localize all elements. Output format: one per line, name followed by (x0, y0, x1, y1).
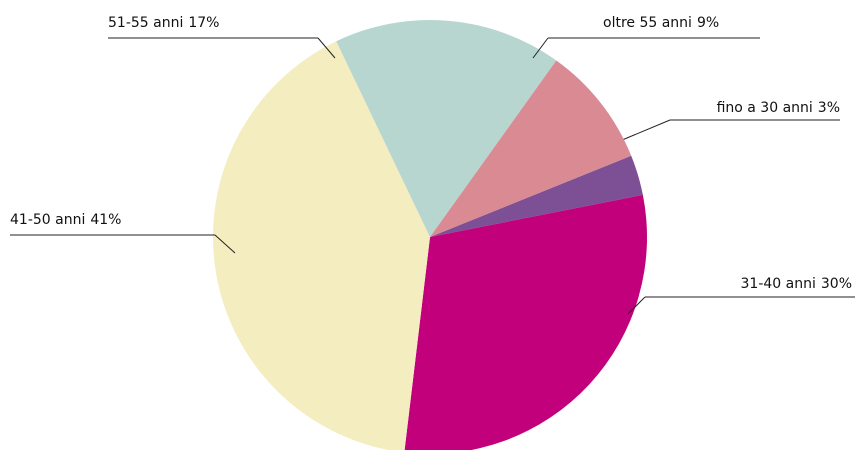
slice-label: 51-55 anni 17% (108, 15, 219, 31)
leader-line (627, 296, 646, 315)
slice-value: 17% (188, 15, 219, 31)
slice-value: 41% (90, 212, 121, 228)
leader-line (614, 119, 671, 144)
slice-value: 30% (821, 276, 852, 292)
slice-name: 51-55 anni (108, 15, 183, 31)
slice-name: fino a 30 anni (717, 100, 813, 116)
leader-line (317, 37, 336, 59)
slice-label: 31-40 anni 30% (741, 276, 852, 292)
slice-name: oltre 55 anni (603, 15, 692, 31)
leader-line (532, 37, 549, 59)
pie-slice (404, 194, 647, 450)
pie-slice (336, 20, 557, 237)
pie-slice (213, 41, 430, 450)
slice-label: 41-50 anni 41% (10, 212, 121, 228)
slice-name: 41-50 anni (10, 212, 85, 228)
slice-label: fino a 30 anni 3% (717, 100, 840, 116)
slice-value: 3% (818, 100, 840, 116)
leader-line (214, 234, 236, 254)
slice-value: 9% (697, 15, 719, 31)
pie-slice (430, 155, 643, 237)
slice-label: oltre 55 anni 9% (603, 15, 719, 31)
pie-slice (430, 60, 632, 238)
slice-name: 31-40 anni (741, 276, 816, 292)
